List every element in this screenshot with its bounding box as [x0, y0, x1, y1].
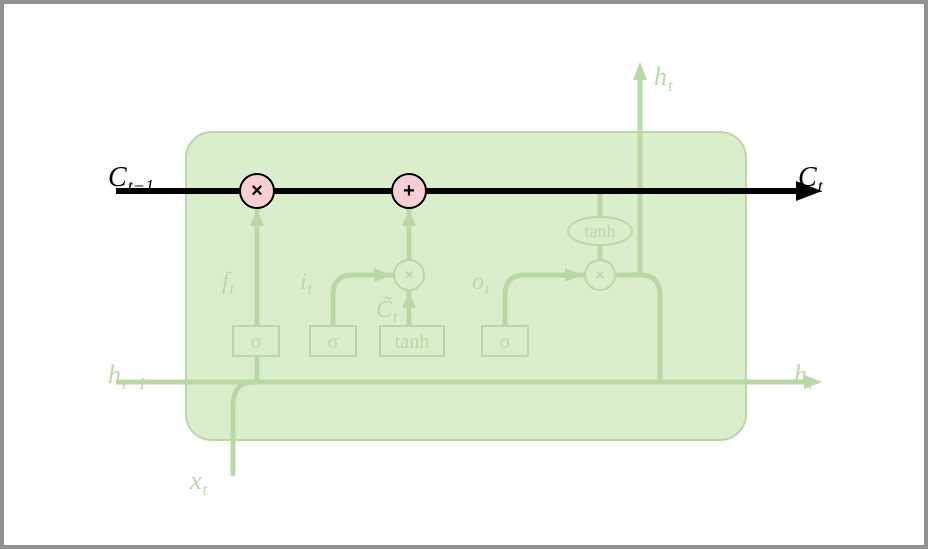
label-C_prev-var: C: [108, 162, 127, 193]
label-i_t-sub: t: [308, 281, 312, 298]
sigma-f-label: σ: [251, 331, 262, 353]
label-f_t-sub: t: [230, 281, 234, 298]
label-C_t: Ct: [798, 164, 823, 192]
add-cell-symbol: +: [403, 180, 415, 202]
label-C_t-var: C: [798, 162, 817, 193]
label-h_prev: ht−1: [108, 362, 147, 388]
label-Ctilde_t: C̃t: [376, 298, 397, 322]
label-o_t-var: o: [472, 269, 484, 295]
label-h_t_top: ht: [654, 64, 673, 90]
label-f_t-var: f: [222, 269, 229, 295]
mult-ic-symbol: ×: [404, 267, 413, 284]
mult-oh-symbol: ×: [595, 267, 604, 284]
sigma-o-label: σ: [500, 331, 511, 353]
tanh-c-label: tanh: [395, 331, 429, 353]
label-Ctilde_t-var: C̃: [376, 297, 392, 323]
label-f_t: ft: [222, 270, 234, 294]
label-x_t: xt: [190, 468, 207, 494]
label-i_t-var: i: [300, 269, 307, 295]
label-o_t: ot: [472, 270, 489, 294]
label-h_t_top-var: h: [654, 62, 667, 91]
label-Ctilde_t-sub: t: [393, 309, 397, 326]
label-C_prev: Ct−1: [108, 164, 154, 192]
tanh-ellipse-label: tanh: [585, 221, 616, 241]
label-C_prev-sub: t−1: [128, 176, 154, 196]
label-i_t: it: [300, 270, 312, 294]
label-h_t_top-sub: t: [668, 76, 673, 95]
lstm-diagram-svg: σ σ tanh σ × × tanh × +: [4, 4, 924, 545]
label-h_prev-var: h: [108, 360, 121, 389]
cell-background: [186, 132, 746, 440]
arrowhead-faded: [633, 62, 647, 80]
label-o_t-sub: t: [485, 281, 489, 298]
label-h_t_right-var: h: [794, 360, 807, 389]
label-x_t-sub: t: [203, 480, 208, 499]
diagram-canvas: σσtanhσ××tanh×+ Ct−1Ctht−1hthtxtftitC̃to…: [4, 4, 924, 545]
label-h_t_right: ht: [794, 362, 813, 388]
label-C_t-sub: t: [818, 176, 823, 196]
label-h_prev-sub: t−1: [122, 374, 147, 393]
mult-cell-symbol: ×: [251, 180, 263, 202]
sigma-i-label: σ: [328, 331, 339, 353]
label-x_t-var: x: [190, 466, 202, 495]
label-h_t_right-sub: t: [808, 374, 813, 393]
